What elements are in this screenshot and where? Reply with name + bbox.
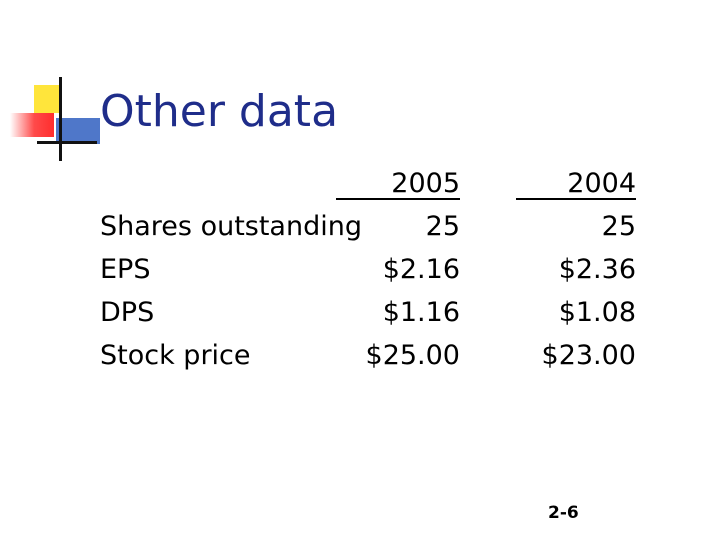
slide-title: Other data xyxy=(100,86,339,137)
header-underline-2004 xyxy=(516,198,636,200)
row-label: Shares outstanding xyxy=(100,211,362,242)
logo-yellow-square xyxy=(34,85,62,113)
logo-vertical-line xyxy=(59,77,62,161)
cell-2004: $23.00 xyxy=(541,340,636,371)
row-label: Stock price xyxy=(100,340,251,371)
cell-2004: $1.08 xyxy=(558,297,636,328)
cell-2005: $25.00 xyxy=(365,340,460,371)
table-row: EPS $2.16 $2.36 xyxy=(0,248,720,291)
cell-2005: 25 xyxy=(425,211,460,242)
logo-blue-square xyxy=(56,118,100,144)
table-row: Stock price $25.00 $23.00 xyxy=(0,334,720,377)
cell-2005: $1.16 xyxy=(382,297,460,328)
cell-2005: $2.16 xyxy=(382,254,460,285)
cell-2004: $2.36 xyxy=(558,254,636,285)
logo-horizontal-line xyxy=(37,141,97,144)
header-underline-2005 xyxy=(336,198,460,200)
table-row: Shares outstanding 25 25 xyxy=(0,205,720,248)
row-label: DPS xyxy=(100,297,155,328)
header-2004: 2004 xyxy=(567,168,636,199)
table-row: DPS $1.16 $1.08 xyxy=(0,291,720,334)
slide-logo-icon xyxy=(0,0,110,170)
page-number: 2-6 xyxy=(548,503,579,523)
row-label: EPS xyxy=(100,254,151,285)
header-2005: 2005 xyxy=(391,168,460,199)
table-header-row: 2005 2004 xyxy=(0,162,720,205)
data-table: 2005 2004 Shares outstanding 25 25 EPS $… xyxy=(0,162,720,377)
logo-red-bar xyxy=(10,113,54,137)
cell-2004: 25 xyxy=(601,211,636,242)
